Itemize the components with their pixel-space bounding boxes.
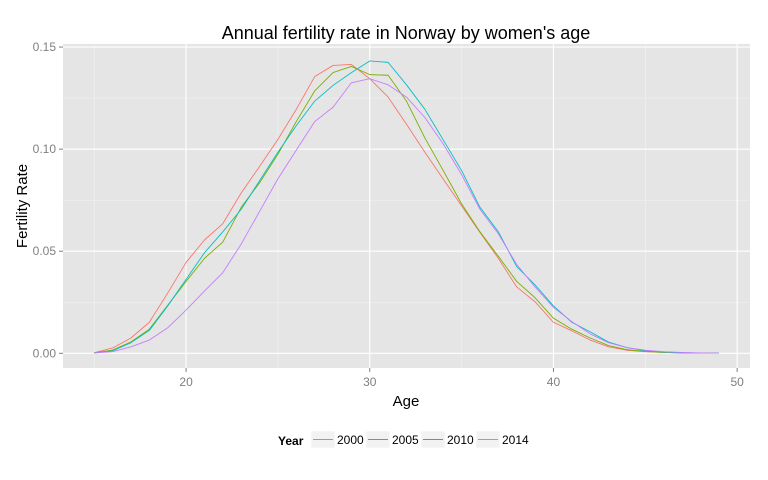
plot-panel xyxy=(63,44,750,368)
series-line-2014 xyxy=(94,78,719,354)
x-tick-label: 50 xyxy=(730,375,744,389)
y-tick-label: 0.15 xyxy=(33,40,57,54)
series-line-2000 xyxy=(94,63,719,354)
y-tick-label: 0.00 xyxy=(33,346,57,360)
legend-label-2014: 2014 xyxy=(502,433,529,447)
legend-label-2005: 2005 xyxy=(392,433,419,447)
gridlines xyxy=(63,44,750,368)
y-axis-title: Fertility Rate xyxy=(14,164,31,248)
x-tick-label: 20 xyxy=(179,375,193,389)
y-tick-label: 0.05 xyxy=(33,244,57,258)
x-axis-title: Age xyxy=(393,393,420,410)
legend-label-2010: 2010 xyxy=(447,433,474,447)
series-lines xyxy=(94,60,719,354)
series-line-2005 xyxy=(94,66,719,354)
legend-title: Year xyxy=(278,434,304,448)
x-tick-label: 40 xyxy=(547,375,561,389)
legend-label-2000: 2000 xyxy=(337,433,364,447)
x-tick-label: 30 xyxy=(363,375,377,389)
legend: Year 2000 2005 2010 2014 xyxy=(278,430,529,449)
x-axis-ticks: 20 30 40 50 xyxy=(179,368,744,389)
y-tick-label: 0.10 xyxy=(33,142,57,156)
chart-title: Annual fertility rate in Norway by women… xyxy=(222,23,591,43)
y-axis-ticks: 0.00 0.05 0.10 0.15 xyxy=(33,40,63,360)
